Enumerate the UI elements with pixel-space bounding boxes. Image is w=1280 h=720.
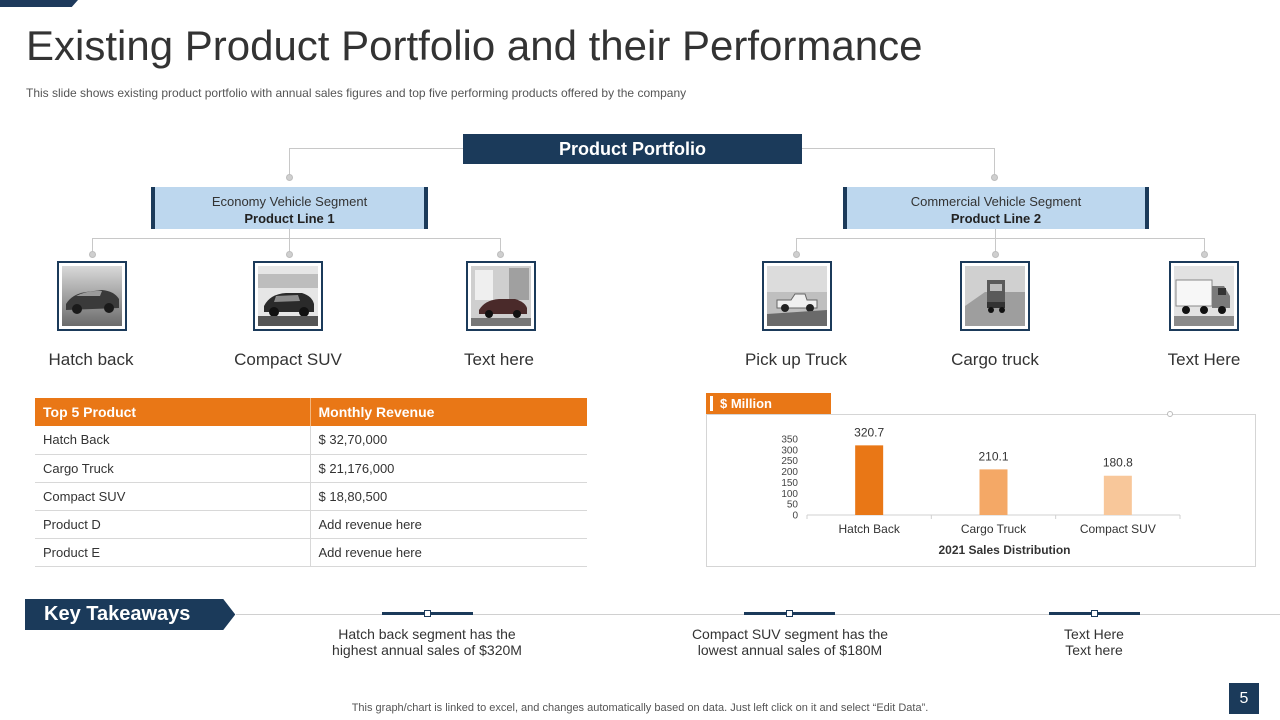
sedan-photo-icon — [466, 261, 536, 331]
table-header-row: Top 5 Product Monthly Revenue — [35, 398, 587, 426]
sub-connector-left — [92, 238, 500, 239]
connector-dot — [991, 174, 998, 181]
cargo-truck-photo-icon — [960, 261, 1030, 331]
takeaway-marker-node — [424, 610, 431, 617]
sub-connector-right — [796, 238, 1204, 239]
table-cell: Product E — [35, 538, 311, 567]
x-tick-label: Compact SUV — [1080, 522, 1156, 536]
product-label: Hatch back — [48, 350, 134, 369]
chart-title: 2021 Sales Distribution — [938, 543, 1070, 557]
x-tick-label: Hatch Back — [838, 522, 900, 536]
table-row: Hatch Back $ 32,70,000 — [35, 426, 587, 455]
revenue-table: Top 5 Product Monthly Revenue Hatch Back… — [35, 398, 587, 567]
y-tick-label: 300 — [781, 445, 798, 456]
slide-subtitle: This slide shows existing product portfo… — [26, 86, 687, 100]
segment-name: Economy Vehicle Segment — [211, 194, 368, 209]
connector-dot — [497, 251, 504, 258]
takeaway-marker-node — [786, 610, 793, 617]
table-row: Compact SUV $ 18,80,500 — [35, 482, 587, 511]
sub-connector-drop — [1204, 238, 1205, 255]
connector-dot — [89, 251, 96, 258]
table-cell: $ 32,70,000 — [310, 426, 587, 455]
data-label: 320.7 — [854, 425, 884, 439]
table-cell: Cargo Truck — [35, 454, 311, 483]
table-cell: Product D — [35, 510, 311, 539]
table-header: Top 5 Product — [35, 398, 311, 426]
segment-commercial: Commercial Vehicle Segment Product Line … — [843, 187, 1149, 229]
product-label: Cargo truck — [951, 350, 1039, 369]
y-tick-label: 350 — [781, 435, 798, 446]
connector-left-drop — [289, 148, 290, 178]
semi-truck-photo-icon — [1169, 261, 1239, 331]
y-tick-label: 0 — [792, 511, 798, 522]
y-tick-label: 150 — [781, 478, 798, 489]
segment-economy: Economy Vehicle Segment Product Line 1 — [151, 187, 428, 229]
y-tick-label: 50 — [787, 500, 799, 511]
sub-connector-drop — [796, 238, 797, 255]
product-label: Text Here — [1167, 350, 1241, 369]
table-cell: Hatch Back — [35, 426, 311, 455]
pickup-truck-photo-icon — [762, 261, 832, 331]
heading-chevron-icon — [221, 599, 236, 630]
table-row: Product D Add revenue here — [35, 510, 587, 539]
page-number: 5 — [1229, 683, 1259, 714]
sub-connector-drop — [289, 229, 290, 255]
connector-right-drop — [994, 148, 995, 178]
table-row: Cargo Truck $ 21,176,000 — [35, 454, 587, 483]
product-label: Pick up Truck — [744, 350, 848, 369]
segment-name: Commercial Vehicle Segment — [910, 194, 1082, 209]
takeaway-text: Text Here Text here — [1064, 626, 1124, 658]
suv-photo-icon — [253, 261, 323, 331]
key-takeaways-heading: Key Takeaways — [25, 599, 235, 630]
table-cell: $ 18,80,500 — [310, 482, 587, 511]
connector-left — [289, 148, 463, 149]
connector-dot — [286, 174, 293, 181]
chart-unit-tag: $ Million — [706, 393, 831, 414]
chart-handle[interactable] — [1167, 411, 1173, 417]
product-label: Compact SUV — [234, 350, 342, 369]
top-accent-bar — [0, 0, 78, 7]
table-cell: $ 21,176,000 — [310, 454, 587, 483]
bar — [855, 445, 884, 515]
segment-product-line: Product Line 2 — [950, 211, 1042, 226]
connector-right — [802, 148, 994, 149]
data-label: 180.8 — [1103, 456, 1133, 470]
takeaway-marker-node — [1091, 610, 1098, 617]
product-label: Text here — [464, 350, 534, 369]
table-cell: Add revenue here — [310, 538, 587, 567]
sub-connector-drop — [92, 238, 93, 255]
table-row: Product E Add revenue here — [35, 538, 587, 567]
table-header: Monthly Revenue — [310, 398, 587, 426]
y-tick-label: 200 — [781, 467, 798, 478]
takeaway-text: Hatch back segment has the highest annua… — [332, 626, 522, 658]
x-tick-label: Cargo Truck — [961, 522, 1027, 536]
segment-product-line: Product Line 1 — [244, 211, 335, 226]
takeaway-text: Compact SUV segment has the lowest annua… — [691, 626, 889, 658]
slide-title: Existing Product Portfolio and their Per… — [26, 22, 923, 69]
sub-connector-drop — [500, 238, 501, 255]
connector-dot — [286, 251, 293, 258]
connector-dot — [793, 251, 800, 258]
data-label: 210.1 — [978, 449, 1008, 463]
chart-frame[interactable] — [706, 414, 1256, 567]
connector-dot — [1201, 251, 1208, 258]
car-photo-icon — [57, 261, 127, 331]
sub-connector-drop — [995, 229, 996, 255]
y-tick-label: 250 — [781, 456, 798, 467]
y-tick-label: 100 — [781, 489, 798, 500]
bar — [979, 469, 1008, 515]
connector-dot — [992, 251, 999, 258]
table-cell: Add revenue here — [310, 510, 587, 539]
product-portfolio-root: Product Portfolio — [463, 134, 802, 164]
footer-note: This graph/chart is linked to excel, and… — [351, 702, 929, 714]
table-cell: Compact SUV — [35, 482, 311, 511]
bar — [1103, 475, 1132, 515]
